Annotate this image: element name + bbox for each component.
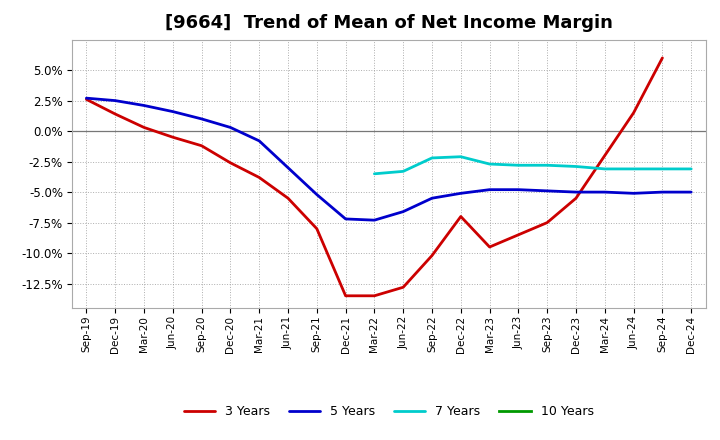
5 Years bbox=[428, 195, 436, 201]
3 Years bbox=[284, 195, 292, 201]
5 Years bbox=[514, 187, 523, 192]
3 Years bbox=[543, 220, 552, 225]
3 Years bbox=[226, 160, 235, 165]
3 Years bbox=[428, 253, 436, 258]
7 Years bbox=[600, 166, 609, 172]
5 Years bbox=[629, 191, 638, 196]
Legend: 3 Years, 5 Years, 7 Years, 10 Years: 3 Years, 5 Years, 7 Years, 10 Years bbox=[179, 400, 598, 423]
5 Years bbox=[370, 217, 379, 223]
3 Years bbox=[312, 226, 321, 231]
5 Years bbox=[82, 95, 91, 101]
7 Years bbox=[687, 166, 696, 172]
5 Years bbox=[485, 187, 494, 192]
Line: 7 Years: 7 Years bbox=[374, 157, 691, 174]
3 Years bbox=[255, 175, 264, 180]
7 Years bbox=[629, 166, 638, 172]
3 Years bbox=[600, 153, 609, 158]
7 Years bbox=[485, 161, 494, 167]
3 Years bbox=[140, 125, 148, 130]
5 Years bbox=[341, 216, 350, 222]
5 Years bbox=[399, 209, 408, 214]
3 Years bbox=[658, 55, 667, 61]
7 Years bbox=[399, 169, 408, 174]
3 Years bbox=[82, 97, 91, 102]
3 Years bbox=[629, 110, 638, 115]
7 Years bbox=[572, 164, 580, 169]
5 Years bbox=[255, 138, 264, 143]
3 Years bbox=[341, 293, 350, 298]
3 Years bbox=[514, 232, 523, 238]
5 Years bbox=[312, 192, 321, 197]
Title: [9664]  Trend of Mean of Net Income Margin: [9664] Trend of Mean of Net Income Margi… bbox=[165, 15, 613, 33]
5 Years bbox=[600, 190, 609, 195]
3 Years bbox=[197, 143, 206, 148]
5 Years bbox=[140, 103, 148, 108]
7 Years bbox=[514, 163, 523, 168]
5 Years bbox=[197, 116, 206, 121]
3 Years bbox=[111, 111, 120, 117]
5 Years bbox=[226, 125, 235, 130]
3 Years bbox=[168, 135, 177, 140]
7 Years bbox=[543, 163, 552, 168]
5 Years bbox=[572, 190, 580, 195]
5 Years bbox=[687, 190, 696, 195]
3 Years bbox=[370, 293, 379, 298]
5 Years bbox=[543, 188, 552, 194]
5 Years bbox=[456, 191, 465, 196]
3 Years bbox=[456, 214, 465, 219]
7 Years bbox=[370, 171, 379, 176]
5 Years bbox=[111, 98, 120, 103]
Line: 5 Years: 5 Years bbox=[86, 98, 691, 220]
7 Years bbox=[658, 166, 667, 172]
5 Years bbox=[658, 190, 667, 195]
5 Years bbox=[168, 109, 177, 114]
Line: 3 Years: 3 Years bbox=[86, 58, 662, 296]
7 Years bbox=[456, 154, 465, 159]
3 Years bbox=[572, 195, 580, 201]
7 Years bbox=[428, 155, 436, 161]
5 Years bbox=[284, 165, 292, 170]
3 Years bbox=[485, 244, 494, 249]
3 Years bbox=[399, 285, 408, 290]
